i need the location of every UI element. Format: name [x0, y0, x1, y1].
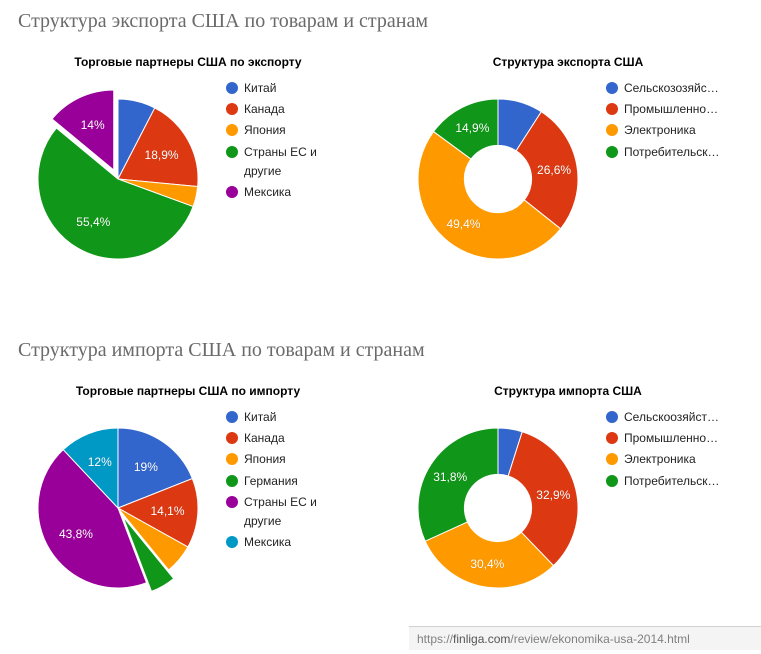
chart-export-structure: Структура экспорта США 26,6%49,4%14,9% С… [398, 55, 738, 279]
chart-export-partners: Торговые партнеры США по экспорту 18,9%5… [18, 55, 358, 279]
legend-item[interactable]: Потребительские товары [606, 143, 726, 162]
legend-swatch [606, 146, 618, 158]
chart-title: Структура экспорта США [398, 55, 738, 69]
chart-import-structure: Структура импорта США 32,9%30,4%31,8% Се… [398, 384, 738, 608]
legend-label: Сельскоозяйственная продукция [624, 408, 724, 427]
legend-label: Мексика [244, 183, 291, 202]
legend-label: Страны ЕС и другие [244, 143, 344, 181]
legend-item[interactable]: Промышленное оборудование [606, 429, 726, 448]
pie-import-structure: 32,9%30,4%31,8% [398, 408, 598, 608]
chart-title: Торговые партнеры США по импорту [18, 384, 358, 398]
legend-item[interactable]: Сельскозозяйственная продукция [606, 79, 726, 98]
legend-swatch [226, 536, 238, 548]
row-export: Торговые партнеры США по экспорту 18,9%5… [18, 55, 743, 279]
legend-label: Сельскозозяйственная продукция [624, 79, 724, 98]
legend-item[interactable]: Мексика [226, 533, 346, 552]
legend-swatch [226, 82, 238, 94]
chart-import-partners: Торговые партнеры США по импорту 19%14,1… [18, 384, 358, 608]
legend-label: Потребительские товары [624, 472, 724, 491]
legend-item[interactable]: Сельскоозяйственная продукция [606, 408, 726, 427]
legend-swatch [226, 186, 238, 198]
legend-item[interactable]: Потребительские товары [606, 472, 726, 491]
legend-swatch [226, 475, 238, 487]
legend-swatch [226, 432, 238, 444]
legend-swatch [606, 453, 618, 465]
legend-export-partners: Китай Канада Япония Страны ЕС и другие Мекси… [226, 79, 346, 204]
legend-label: Япония [244, 450, 286, 469]
legend-item[interactable]: Канада [226, 429, 346, 448]
legend-item[interactable]: Электроника [606, 450, 726, 469]
legend-label: Страны ЕС и другие [244, 493, 344, 531]
legend-swatch [226, 124, 238, 136]
pie-import-partners: 19%14,1%43,8%12% [18, 408, 218, 608]
legend-label: Промышленное оборудование [624, 100, 724, 119]
legend-item[interactable]: Германия [226, 472, 346, 491]
legend-swatch [226, 146, 238, 158]
footer: https://finliga.com/review/ekonomika-usa… [18, 618, 743, 654]
legend-label: Япония [244, 121, 286, 140]
legend-item[interactable]: Китай [226, 79, 346, 98]
legend-item[interactable]: Япония [226, 121, 346, 140]
legend-label: Мексика [244, 533, 291, 552]
legend-swatch [606, 432, 618, 444]
legend-label: Китай [244, 79, 276, 98]
legend-item[interactable]: Электроника [606, 121, 726, 140]
legend-swatch [226, 496, 238, 508]
legend-item[interactable]: Канада [226, 100, 346, 119]
legend-label: Электроника [624, 121, 696, 140]
legend-label: Промышленное оборудование [624, 429, 724, 448]
legend-label: Потребительские товары [624, 143, 724, 162]
legend-swatch [606, 82, 618, 94]
legend-label: Китай [244, 408, 276, 427]
legend-item[interactable]: Страны ЕС и другие [226, 493, 346, 531]
url-prefix: https:// [417, 632, 453, 646]
url-domain: finliga.com [453, 632, 510, 646]
legend-item[interactable]: Китай [226, 408, 346, 427]
page: Структура экспорта США по товарам и стра… [0, 0, 761, 654]
legend-item[interactable]: Страны ЕС и другие [226, 143, 346, 181]
legend-swatch [606, 411, 618, 423]
chart-title: Структура импорта США [398, 384, 738, 398]
legend-label: Германия [244, 472, 298, 491]
legend-label: Канада [244, 429, 285, 448]
section-title-export: Структура экспорта США по товарам и стра… [18, 10, 743, 33]
legend-item[interactable]: Промышленное оборудование [606, 100, 726, 119]
legend-label: Электроника [624, 450, 696, 469]
pie-export-partners: 18,9%55,4%14% [18, 79, 218, 279]
status-url-bar: https://finliga.com/review/ekonomika-usa… [409, 626, 761, 650]
legend-label: Канада [244, 100, 285, 119]
pie-export-structure: 26,6%49,4%14,9% [398, 79, 598, 279]
legend-item[interactable]: Япония [226, 450, 346, 469]
section-title-import: Структура импорта США по товарам и стран… [18, 339, 743, 362]
legend-swatch [606, 124, 618, 136]
legend-swatch [226, 411, 238, 423]
legend-swatch [226, 103, 238, 115]
chart-title: Торговые партнеры США по экспорту [18, 55, 358, 69]
legend-import-structure: Сельскоозяйственная продукция Промышленно… [606, 408, 726, 493]
legend-item[interactable]: Мексика [226, 183, 346, 202]
legend-swatch [606, 103, 618, 115]
row-import: Торговые партнеры США по импорту 19%14,1… [18, 384, 743, 608]
legend-export-structure: Сельскозозяйственная продукция Промышленн… [606, 79, 726, 164]
url-path: /review/ekonomika-usa-2014.html [510, 632, 689, 646]
legend-import-partners: Китай Канада Япония Германия Страны ЕС и дру… [226, 408, 346, 554]
legend-swatch [226, 453, 238, 465]
legend-swatch [606, 475, 618, 487]
